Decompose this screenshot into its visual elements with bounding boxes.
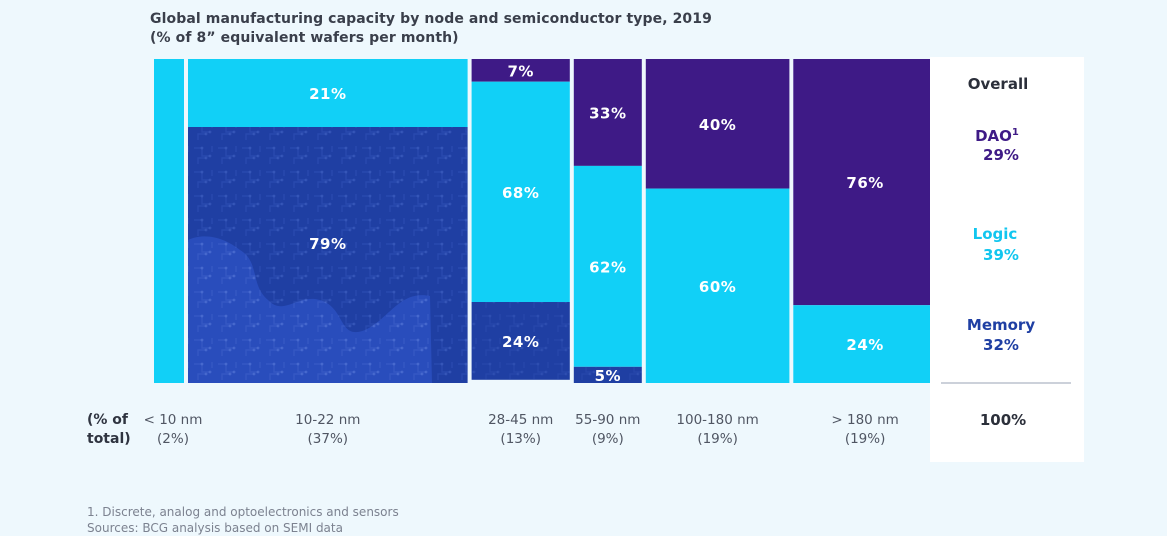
category-share-2: (13%) [500,431,541,447]
segment-label-logic-3: 62% [589,258,626,276]
overall-total: 100% [980,411,1026,429]
chart-title-main: Global manufacturing capacity by node an… [150,11,712,27]
segment-label-dao-3: 33% [589,105,626,123]
overall-dao-value: 29% [983,146,1019,164]
bar-segment-dao-2 [471,59,570,82]
category-labels-layer: < 10 nm (2%) 10-22 nm (37%) 28-45 nm (13%) 55-… [144,412,899,447]
overall-logic-name: Logic [973,225,1018,243]
chart-subtitle: (% of 8” equivalent wafers per month) [150,30,459,46]
segment-label-logic-2: 68% [502,184,539,202]
category-share-0: (2%) [157,431,189,447]
bar-segment-logic-4 [645,188,790,383]
category-share-1: (37%) [308,431,349,447]
segment-labels-layer: 21% 79% 7% 68% 24% 33% 62% 5% 40% 60% 76% 24% [309,62,883,385]
category-share-5: (19%) [845,431,886,447]
category-share-3: (9%) [592,431,624,447]
bar-segment-logic-5 [793,305,937,383]
segment-label-dao-2: 7% [507,62,533,80]
x-axis-label: (% of total) [87,412,131,447]
segment-label-logic-4: 60% [699,278,736,296]
x-axis-label-line1: (% of [87,412,129,428]
memory-texture-2 [471,302,570,380]
category-label-3: 55-90 nm [575,412,640,428]
category-label-2: 28-45 nm [488,412,553,428]
bar-segment-dao-5 [793,59,937,306]
overall-memory-value: 32% [983,336,1019,354]
segment-label-memory-2: 24% [502,333,539,351]
category-label-1: 10-22 nm [295,412,360,428]
overall-panel: Overall DAO1 29% Logic 39% Memory 32% 10… [930,57,1084,462]
x-axis-label-line2: total) [87,431,131,447]
category-label-5: > 180 nm [831,412,898,428]
category-label-0: < 10 nm [144,412,203,428]
category-share-4: (19%) [697,431,738,447]
footnote-1: 1. Discrete, analog and optoelectronics … [87,505,399,519]
segment-label-logic-1: 21% [309,85,346,103]
bar-segment-logic-2 [471,81,570,302]
bar-segment-dao-3 [573,59,642,166]
footnote-sources: Sources: BCG analysis based on SEMI data [87,521,343,535]
segment-label-dao-4: 40% [699,116,736,134]
bar-segment-logic-0 [154,59,184,383]
chart-title: Global manufacturing capacity by node an… [150,10,712,48]
overall-logic-value: 39% [983,246,1019,264]
overall-memory-name: Memory [967,316,1035,334]
overall-panel-background [930,57,1084,462]
memory-texture-3 [573,366,642,383]
overall-dao-name: DAO1 [975,127,1019,145]
segment-label-memory-1: 79% [309,235,346,253]
segment-label-memory-3: 5% [595,367,621,385]
segment-label-dao-5: 76% [846,174,883,192]
bar-segment-logic-3 [573,165,642,367]
segment-label-logic-5: 24% [846,336,883,354]
bars-layer [154,59,937,383]
category-label-4: 100-180 nm [676,412,758,428]
bar-segment-dao-4 [645,59,790,189]
overall-header: Overall [968,75,1029,93]
bar-segment-logic-1 [188,59,468,127]
